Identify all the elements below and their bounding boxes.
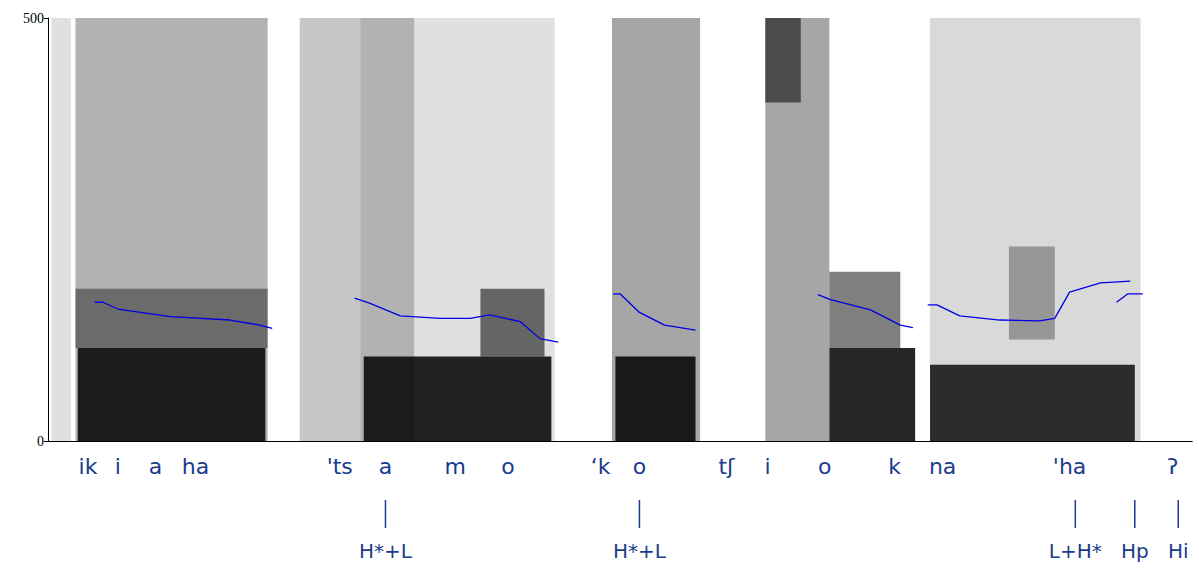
svg-text:H*+L: H*+L bbox=[613, 539, 667, 563]
svg-text:m: m bbox=[445, 454, 466, 479]
svg-text:i: i bbox=[115, 454, 121, 479]
svg-text:o: o bbox=[633, 454, 646, 479]
svg-text:Hp: Hp bbox=[1121, 539, 1149, 563]
svg-text:tʃ: tʃ bbox=[718, 454, 735, 479]
svg-text:a: a bbox=[379, 454, 392, 479]
svg-text:k: k bbox=[888, 454, 901, 479]
svg-text:0: 0 bbox=[37, 434, 44, 449]
svg-text:o: o bbox=[818, 454, 831, 479]
svg-text:H*+L: H*+L bbox=[359, 539, 413, 563]
svg-text:i: i bbox=[765, 454, 771, 479]
svg-text:L+H*: L+H* bbox=[1049, 539, 1102, 563]
svg-text:ʔ: ʔ bbox=[1167, 454, 1178, 479]
svg-text:na: na bbox=[929, 454, 956, 479]
svg-text:o: o bbox=[501, 454, 514, 479]
svg-text:‘k: ‘k bbox=[591, 454, 611, 479]
svg-text:ha: ha bbox=[182, 454, 209, 479]
svg-text:'ts: 'ts bbox=[327, 454, 353, 479]
svg-text:ik: ik bbox=[79, 454, 98, 479]
svg-text:Hi: Hi bbox=[1168, 539, 1189, 563]
svg-text:500: 500 bbox=[23, 11, 44, 26]
svg-text:'ha: 'ha bbox=[1053, 454, 1086, 479]
svg-text:a: a bbox=[149, 454, 162, 479]
